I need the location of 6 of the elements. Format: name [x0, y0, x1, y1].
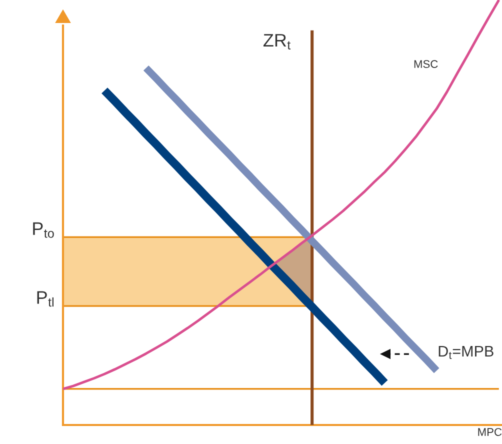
series-label: MSC [414, 60, 438, 68]
x-axis-title: MPC [478, 428, 502, 436]
series-label: P$_{tl}$ [37, 291, 54, 307]
series-label: D$_{t}$=MPB [438, 346, 494, 359]
annotation: ZR$_{t}$ [263, 34, 291, 50]
series-label: P$_{to}$ [33, 222, 54, 238]
